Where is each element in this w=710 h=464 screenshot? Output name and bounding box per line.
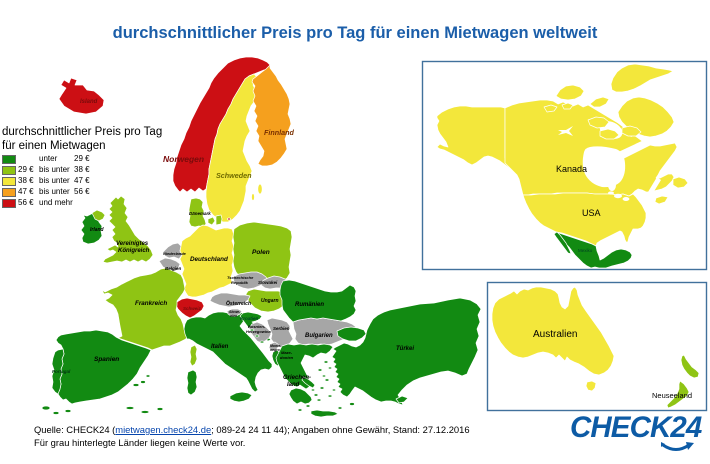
svg-text:Türkei: Türkei: [396, 346, 414, 352]
svg-text:Serbien: Serbien: [273, 326, 290, 331]
svg-text:Polen: Polen: [252, 249, 270, 256]
svg-text:Vereinigtes: Vereinigtes: [116, 241, 149, 247]
svg-text:Griechen-: Griechen-: [283, 375, 311, 381]
svg-text:land: land: [287, 382, 300, 388]
svg-text:negro: negro: [270, 348, 281, 352]
svg-text:Island: Island: [80, 99, 98, 105]
svg-text:Frankreich: Frankreich: [135, 300, 167, 307]
svg-text:Kroatien: Kroatien: [240, 316, 259, 321]
svg-text:Slowakei: Slowakei: [258, 280, 278, 285]
svg-text:Bosnien-: Bosnien-: [248, 324, 266, 329]
svg-text:Monte-: Monte-: [270, 344, 282, 348]
svg-text:Maze-: Maze-: [281, 350, 293, 355]
svg-text:Portugal: Portugal: [52, 369, 71, 374]
svg-text:Slowe-: Slowe-: [229, 310, 241, 314]
svg-text:Mexiko: Mexiko: [578, 248, 593, 253]
svg-text:Finnland: Finnland: [264, 128, 295, 137]
svg-text:Niederlande: Niederlande: [163, 251, 187, 256]
svg-text:Rumänien: Rumänien: [295, 302, 324, 308]
svg-text:USA: USA: [582, 208, 601, 218]
svg-text:Neuseeland: Neuseeland: [652, 391, 692, 400]
svg-text:Norwegen: Norwegen: [163, 154, 204, 164]
svg-text:Schweden: Schweden: [216, 171, 252, 180]
svg-text:donien: donien: [280, 355, 294, 360]
svg-text:Königreich: Königreich: [118, 248, 150, 254]
svg-text:Ungarn: Ungarn: [261, 298, 279, 304]
svg-text:Schweiz: Schweiz: [183, 306, 202, 311]
svg-text:Bulgarien: Bulgarien: [305, 333, 333, 339]
svg-text:Dänemark: Dänemark: [189, 211, 211, 216]
svg-text:Spanien: Spanien: [94, 356, 119, 363]
svg-text:Deutschland: Deutschland: [190, 256, 228, 263]
svg-text:Irland: Irland: [90, 227, 105, 233]
svg-text:nien: nien: [230, 314, 237, 318]
svg-text:Belgien: Belgien: [165, 266, 182, 271]
svg-text:Tschechische: Tschechische: [227, 275, 254, 280]
svg-text:Republik: Republik: [231, 280, 249, 285]
svg-text:Österreich: Österreich: [226, 300, 251, 307]
svg-text:Italien: Italien: [211, 344, 229, 350]
svg-text:Herzegowina: Herzegowina: [246, 329, 271, 334]
svg-text:Kanada: Kanada: [556, 164, 587, 174]
svg-text:Australien: Australien: [533, 329, 577, 340]
